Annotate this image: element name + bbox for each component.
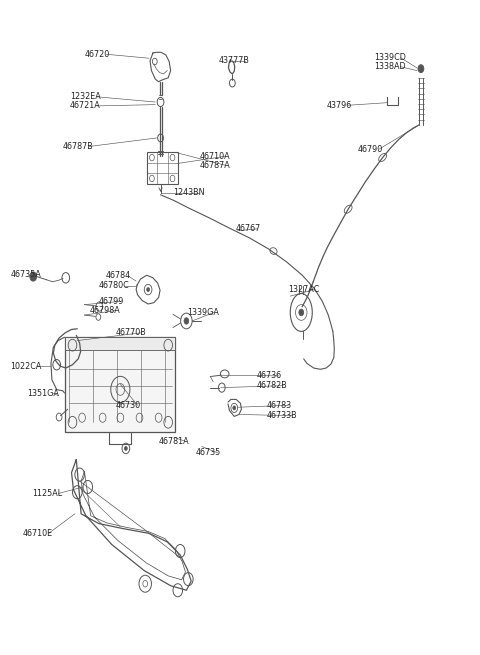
Circle shape: [184, 318, 189, 324]
Text: 46784: 46784: [106, 271, 131, 280]
Text: 46787B: 46787B: [63, 142, 94, 151]
Text: 46710A: 46710A: [199, 152, 230, 160]
Circle shape: [30, 272, 36, 281]
Text: 46770B: 46770B: [116, 328, 146, 337]
Text: 46781A: 46781A: [158, 437, 189, 446]
Text: 1327AC: 1327AC: [288, 285, 319, 294]
Text: 46790: 46790: [357, 145, 383, 153]
Text: 46780C: 46780C: [99, 281, 130, 290]
Text: 46767: 46767: [235, 224, 261, 233]
Text: 46721A: 46721A: [70, 102, 101, 111]
Text: 1339GA: 1339GA: [187, 308, 219, 317]
Text: 1232EA: 1232EA: [70, 92, 101, 102]
Text: 46736: 46736: [257, 371, 282, 381]
Circle shape: [418, 65, 424, 73]
Text: 46720: 46720: [84, 50, 110, 59]
Bar: [65, 337, 175, 432]
Text: 1125AL: 1125AL: [32, 489, 62, 498]
Text: 46710E: 46710E: [22, 529, 52, 538]
Text: 46783: 46783: [266, 401, 291, 410]
Text: 46798A: 46798A: [89, 306, 120, 315]
Text: 46735: 46735: [196, 449, 221, 457]
Text: 1339CD: 1339CD: [374, 53, 406, 62]
Text: 46733B: 46733B: [266, 411, 297, 421]
Text: 46799: 46799: [99, 297, 124, 306]
Circle shape: [124, 447, 127, 451]
Bar: [147, 153, 178, 183]
Circle shape: [233, 406, 236, 410]
Text: 46735A: 46735A: [10, 270, 41, 279]
Text: 1351GA: 1351GA: [27, 389, 59, 398]
Text: 43796: 43796: [326, 101, 351, 110]
Text: 46782B: 46782B: [257, 381, 288, 390]
Text: 1022CA: 1022CA: [10, 362, 42, 371]
Text: 46787A: 46787A: [199, 161, 230, 170]
Bar: [65, 337, 175, 350]
Circle shape: [147, 288, 150, 291]
Text: 1338AD: 1338AD: [374, 62, 406, 71]
Text: 1243BN: 1243BN: [173, 189, 204, 197]
Text: 46730: 46730: [116, 401, 141, 410]
Text: 43777B: 43777B: [218, 56, 249, 66]
Circle shape: [299, 309, 304, 316]
